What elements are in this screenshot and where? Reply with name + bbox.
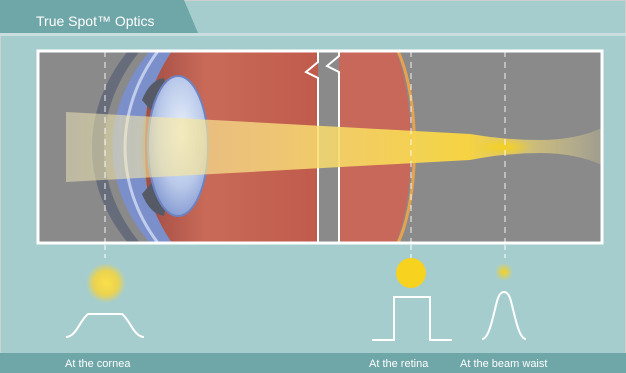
iris-lower: [142, 180, 168, 216]
waist-spot: [495, 263, 513, 281]
title-bar: [0, 0, 198, 33]
break-zigzag-left: [304, 51, 319, 82]
caption-cornea: At the cornea: [65, 358, 131, 370]
eye-box-frame: [36, 49, 604, 245]
break-zigzag-right: [325, 51, 340, 82]
flat-top-profile-icon: [65, 313, 145, 338]
caption-retina: At the retina: [369, 358, 429, 370]
eye-cross-section: [38, 51, 602, 243]
diagram-title: True Spot™ Optics: [36, 13, 155, 29]
cornea: [112, 51, 172, 243]
laser-beam: [66, 112, 602, 182]
cornea-shadow: [92, 51, 140, 243]
retina-spot: [396, 258, 426, 288]
top-hat-profile-icon: [372, 296, 452, 341]
cornea-spot: [86, 263, 126, 303]
beam-waist-glow: [473, 138, 533, 156]
caption-bar: [0, 353, 626, 373]
caption-beam-waist: At the beam waist: [460, 358, 548, 370]
title-rule: [0, 33, 626, 36]
gaussian-profile-icon: [481, 291, 527, 340]
